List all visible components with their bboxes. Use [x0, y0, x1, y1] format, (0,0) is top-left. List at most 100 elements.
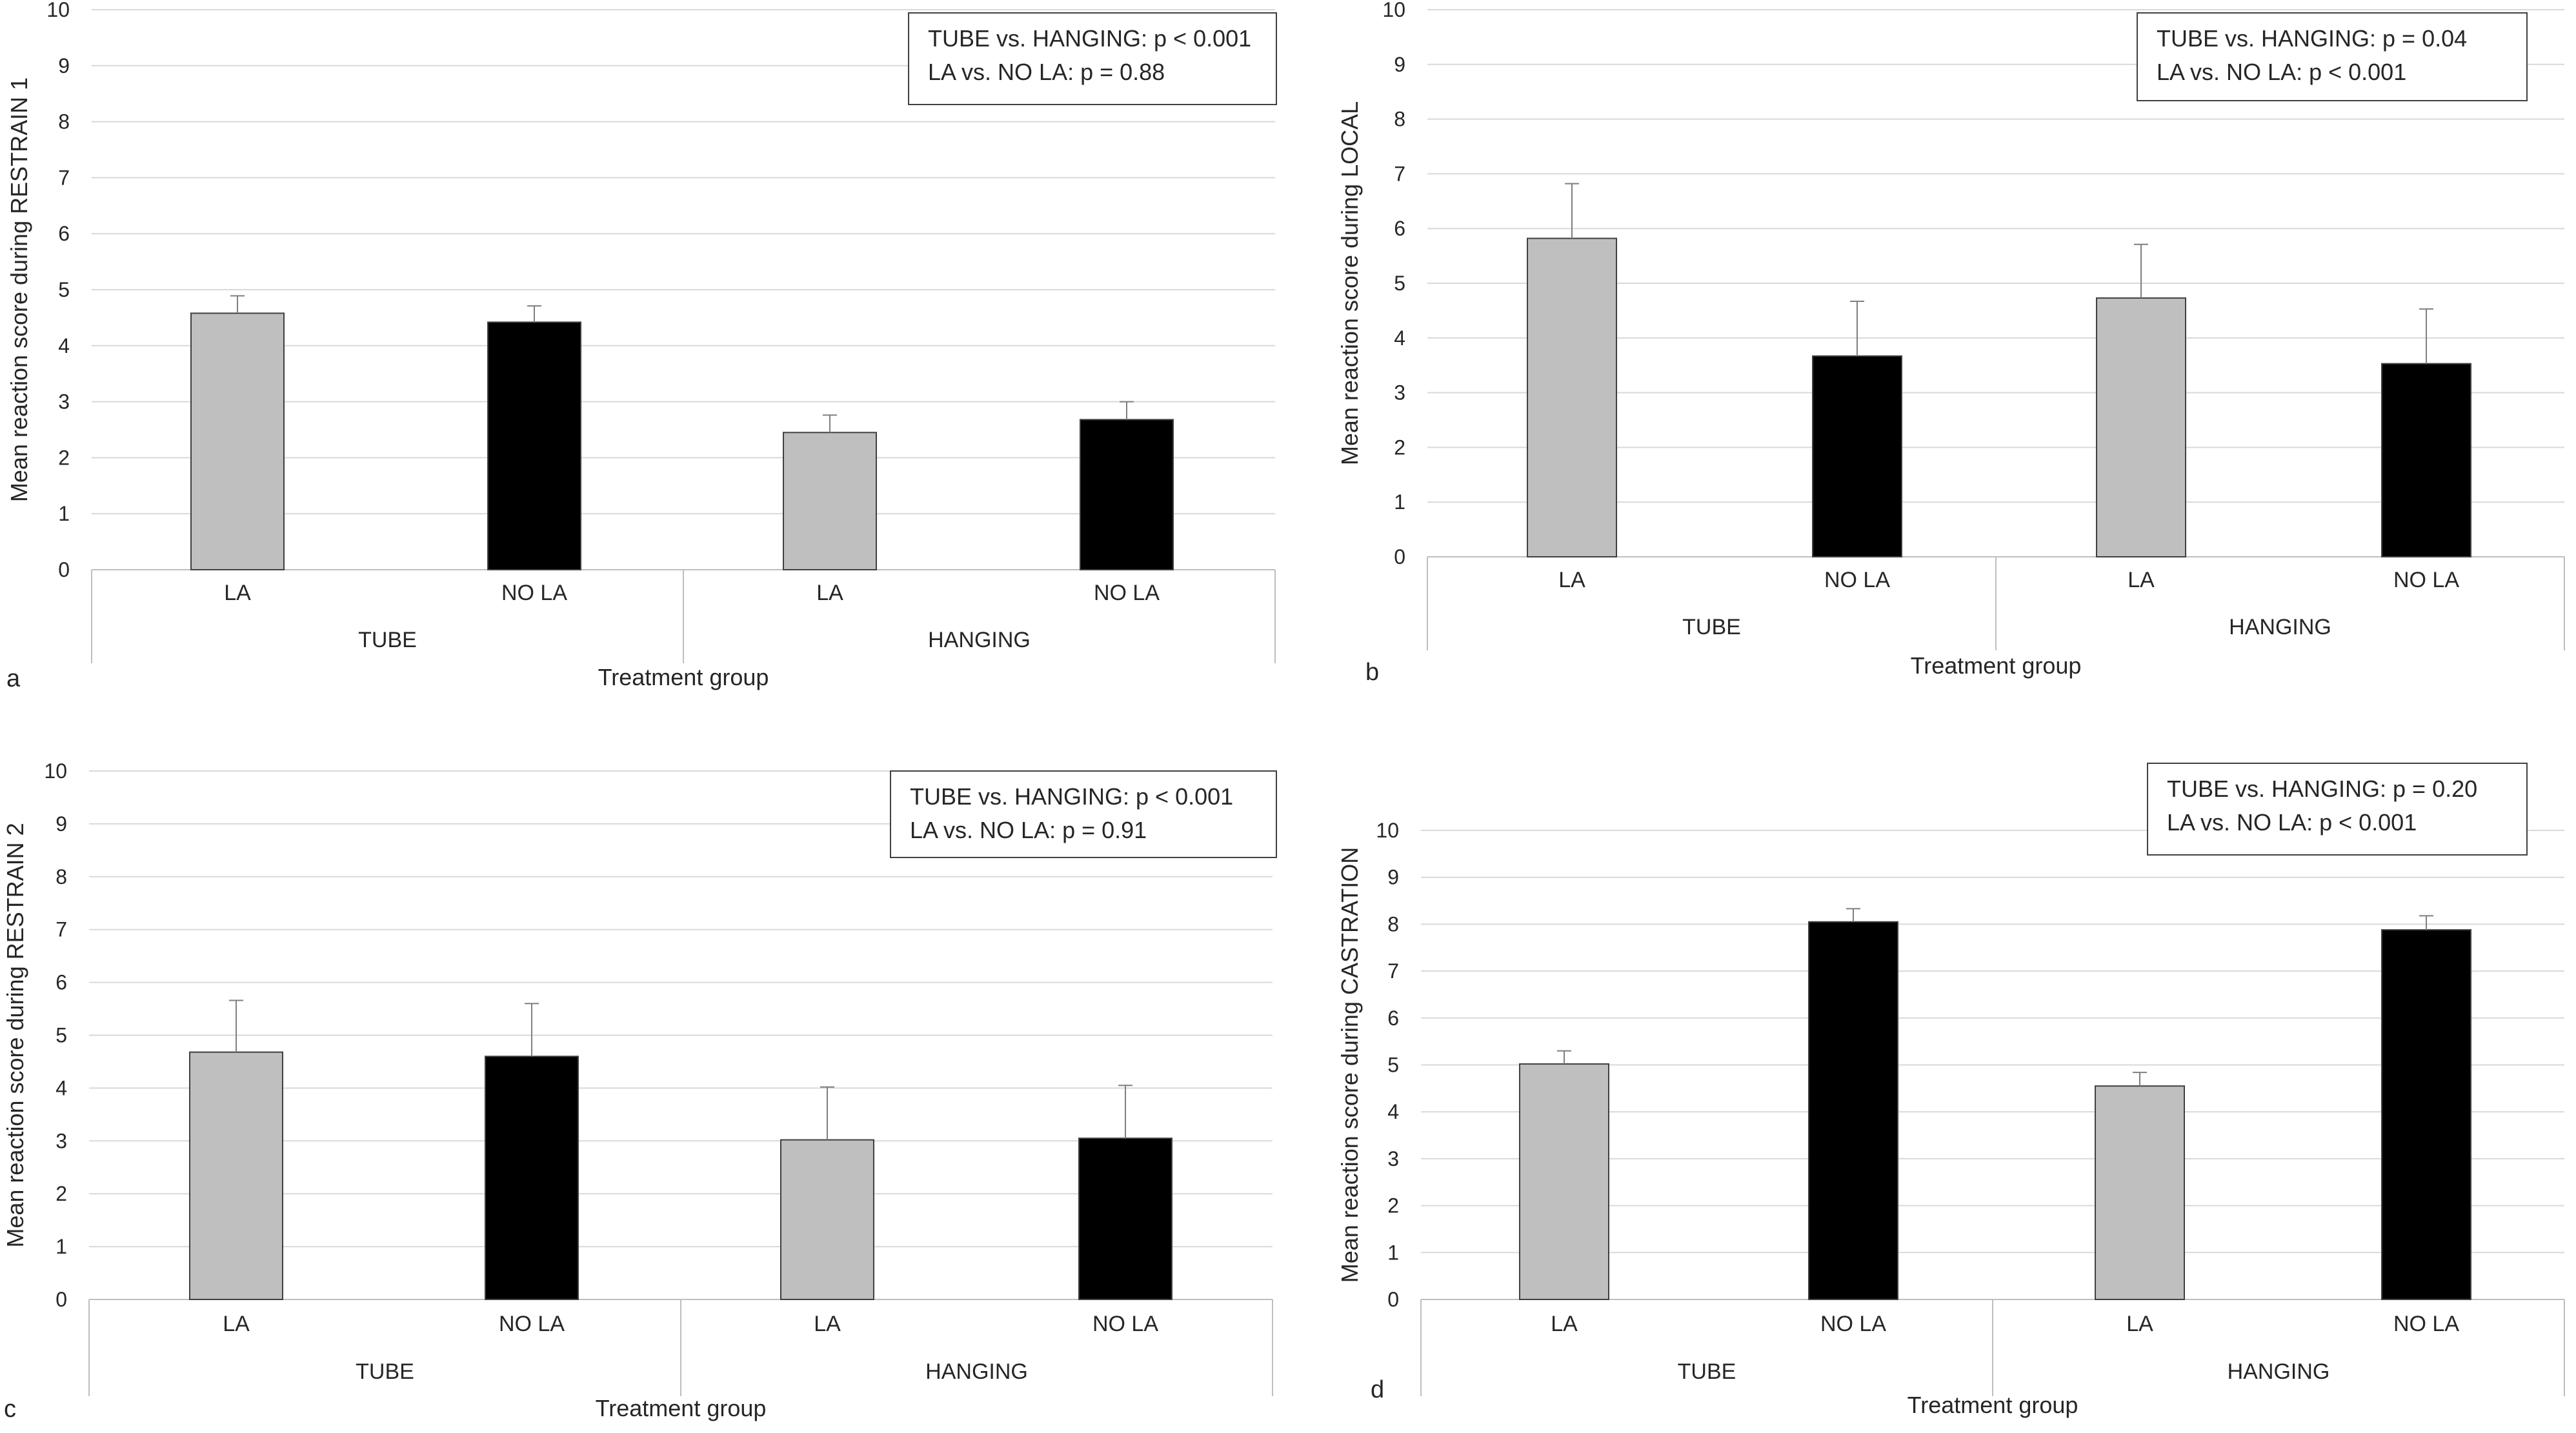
group-label: HANGING: [928, 628, 1031, 652]
group-label: HANGING: [925, 1359, 1028, 1384]
y-tick-label: 0: [1387, 1288, 1399, 1311]
annotation-box: [890, 770, 1277, 858]
y-tick-label: 4: [58, 334, 70, 357]
bar-no-la: [1080, 419, 1174, 570]
y-tick-label: 2: [1387, 1194, 1399, 1218]
group-label: TUBE: [356, 1359, 414, 1384]
bar-no-la: [487, 321, 581, 570]
category-label: NO LA: [1094, 581, 1160, 605]
y-tick-label: 2: [1394, 436, 1405, 459]
y-tick-label: 0: [1394, 545, 1405, 568]
bar-la: [1519, 1063, 1609, 1301]
bar-la: [1527, 237, 1617, 557]
y-tick-label: 5: [1394, 272, 1405, 295]
y-tick-label: 4: [55, 1076, 67, 1099]
y-tick-label: 1: [55, 1235, 67, 1258]
x-axis-label: Treatment group: [598, 664, 769, 690]
bar-la: [780, 1139, 874, 1300]
chart-panel-b: 0 1 2 3 4 5 6 7 8 9 10 LA NO LA LA NO LA TUBE HANGING Tre…: [1336, 0, 2565, 686]
y-tick-label: 5: [58, 278, 70, 301]
category-label: NO LA: [1824, 568, 1890, 592]
y-axis-label: Mean reaction score during RESTRAIN 1: [6, 77, 32, 502]
y-tick-label: 3: [55, 1129, 67, 1152]
category-label: NO LA: [1092, 1312, 1158, 1336]
annotation-box: [908, 12, 1277, 105]
y-axis-label: Mean reaction score during RESTRAIN 2: [2, 823, 28, 1247]
y-axis-label: Mean reaction score during CASTRATION: [1336, 847, 1363, 1283]
group-label: HANGING: [2228, 1359, 2330, 1384]
category-label: LA: [1558, 568, 1585, 592]
x-axis-label: Treatment group: [1911, 652, 2082, 679]
y-tick-label: 8: [1387, 912, 1399, 936]
bar-la: [2096, 297, 2186, 557]
category-label: NO LA: [1820, 1312, 1886, 1336]
bar-la: [2095, 1085, 2185, 1300]
y-tick-label: 8: [55, 865, 67, 888]
category-label: LA: [223, 1312, 250, 1336]
y-tick-label: 6: [58, 222, 70, 245]
y-tick-label: 10: [44, 759, 67, 783]
category-label: NO LA: [2393, 1312, 2459, 1336]
x-axis-label: Treatment group: [1907, 1392, 2078, 1418]
category-label: LA: [1551, 1312, 1578, 1336]
y-tick-label: 3: [1394, 381, 1405, 405]
chart-panel-a: 0 1 2 3 4 5 6 7 8 9 10 LA NO LA LA NO LA TUBE HANGING Tre…: [6, 0, 1277, 692]
y-tick-label: 4: [1394, 326, 1405, 350]
y-tick-label: 6: [1387, 1007, 1399, 1030]
annotation-text: TUBE vs. HANGING: p < 0.001: [928, 25, 1251, 52]
panel-letter: d: [1371, 1376, 1384, 1403]
y-tick-label: 9: [1387, 866, 1399, 889]
annotation-text: TUBE vs. HANGING: p = 0.04: [2157, 25, 2467, 52]
y-tick-label: 6: [55, 971, 67, 994]
y-tick-label: 1: [1394, 490, 1405, 514]
group-label: TUBE: [358, 628, 417, 652]
category-label: NO LA: [499, 1312, 565, 1336]
bar-la: [190, 312, 285, 570]
y-tick-label: 9: [55, 812, 67, 836]
bar-no-la: [485, 1056, 579, 1300]
bar-no-la: [2381, 363, 2471, 557]
bar-la: [783, 432, 877, 571]
y-tick-label: 4: [1387, 1100, 1399, 1123]
annotation-text: LA vs. NO LA: p < 0.001: [2157, 59, 2406, 85]
y-tick-label: 8: [1394, 108, 1405, 131]
bar-la: [189, 1051, 283, 1300]
y-tick-label: 7: [1394, 162, 1405, 185]
x-axis-label: Treatment group: [596, 1395, 767, 1421]
bar-no-la: [1808, 921, 1898, 1300]
bar-no-la: [1812, 355, 1902, 557]
panel-letter: b: [1365, 659, 1379, 686]
y-tick-label: 9: [1394, 53, 1405, 76]
category-label: NO LA: [501, 581, 567, 605]
y-axis-label: Mean reaction score during LOCAL: [1336, 101, 1363, 465]
group-label: HANGING: [2229, 615, 2331, 639]
y-tick-label: 2: [55, 1182, 67, 1205]
y-tick-label: 6: [1394, 217, 1405, 240]
y-tick-label: 8: [58, 110, 70, 134]
y-tick-label: 7: [1387, 959, 1399, 983]
category-label: LA: [2128, 568, 2155, 592]
group-label: TUBE: [1682, 615, 1741, 639]
bar-no-la: [1078, 1137, 1172, 1300]
category-label: LA: [2126, 1312, 2153, 1336]
y-tick-label: 5: [1387, 1054, 1399, 1077]
y-tick-label: 5: [55, 1024, 67, 1047]
category-label: LA: [224, 581, 251, 605]
y-tick-label: 3: [1387, 1147, 1399, 1170]
y-tick-label: 7: [58, 166, 70, 189]
annotation-text: LA vs. NO LA: p < 0.001: [2167, 809, 2417, 836]
annotation-text: TUBE vs. HANGING: p < 0.001: [910, 783, 1233, 810]
category-label: LA: [814, 1312, 841, 1336]
y-tick-label: 2: [58, 446, 70, 469]
panel-letter: a: [6, 665, 21, 692]
y-tick-label: 7: [55, 918, 67, 941]
bar-no-la: [2381, 929, 2471, 1300]
chart-panel-c: 0 1 2 3 4 5 6 7 8 9 10 LA NO LA LA NO LA TUBE HANGING Tre…: [2, 759, 1277, 1423]
annotation-box: [2137, 12, 2528, 101]
chart-panel-d: 0 1 2 3 4 5 6 7 8 9 10 LA NO LA LA NO LA TUBE HANGING Tre…: [1336, 763, 2565, 1418]
y-tick-label: 0: [58, 558, 70, 581]
annotation-text: TUBE vs. HANGING: p = 0.20: [2167, 776, 2477, 802]
y-tick-label: 0: [55, 1288, 67, 1311]
y-tick-label: 1: [58, 502, 70, 525]
